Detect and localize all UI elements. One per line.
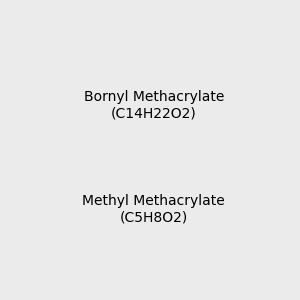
Text: Methyl Methacrylate
(C5H8O2): Methyl Methacrylate (C5H8O2) xyxy=(82,194,225,224)
Text: Bornyl Methacrylate
(C14H22O2): Bornyl Methacrylate (C14H22O2) xyxy=(84,90,224,120)
